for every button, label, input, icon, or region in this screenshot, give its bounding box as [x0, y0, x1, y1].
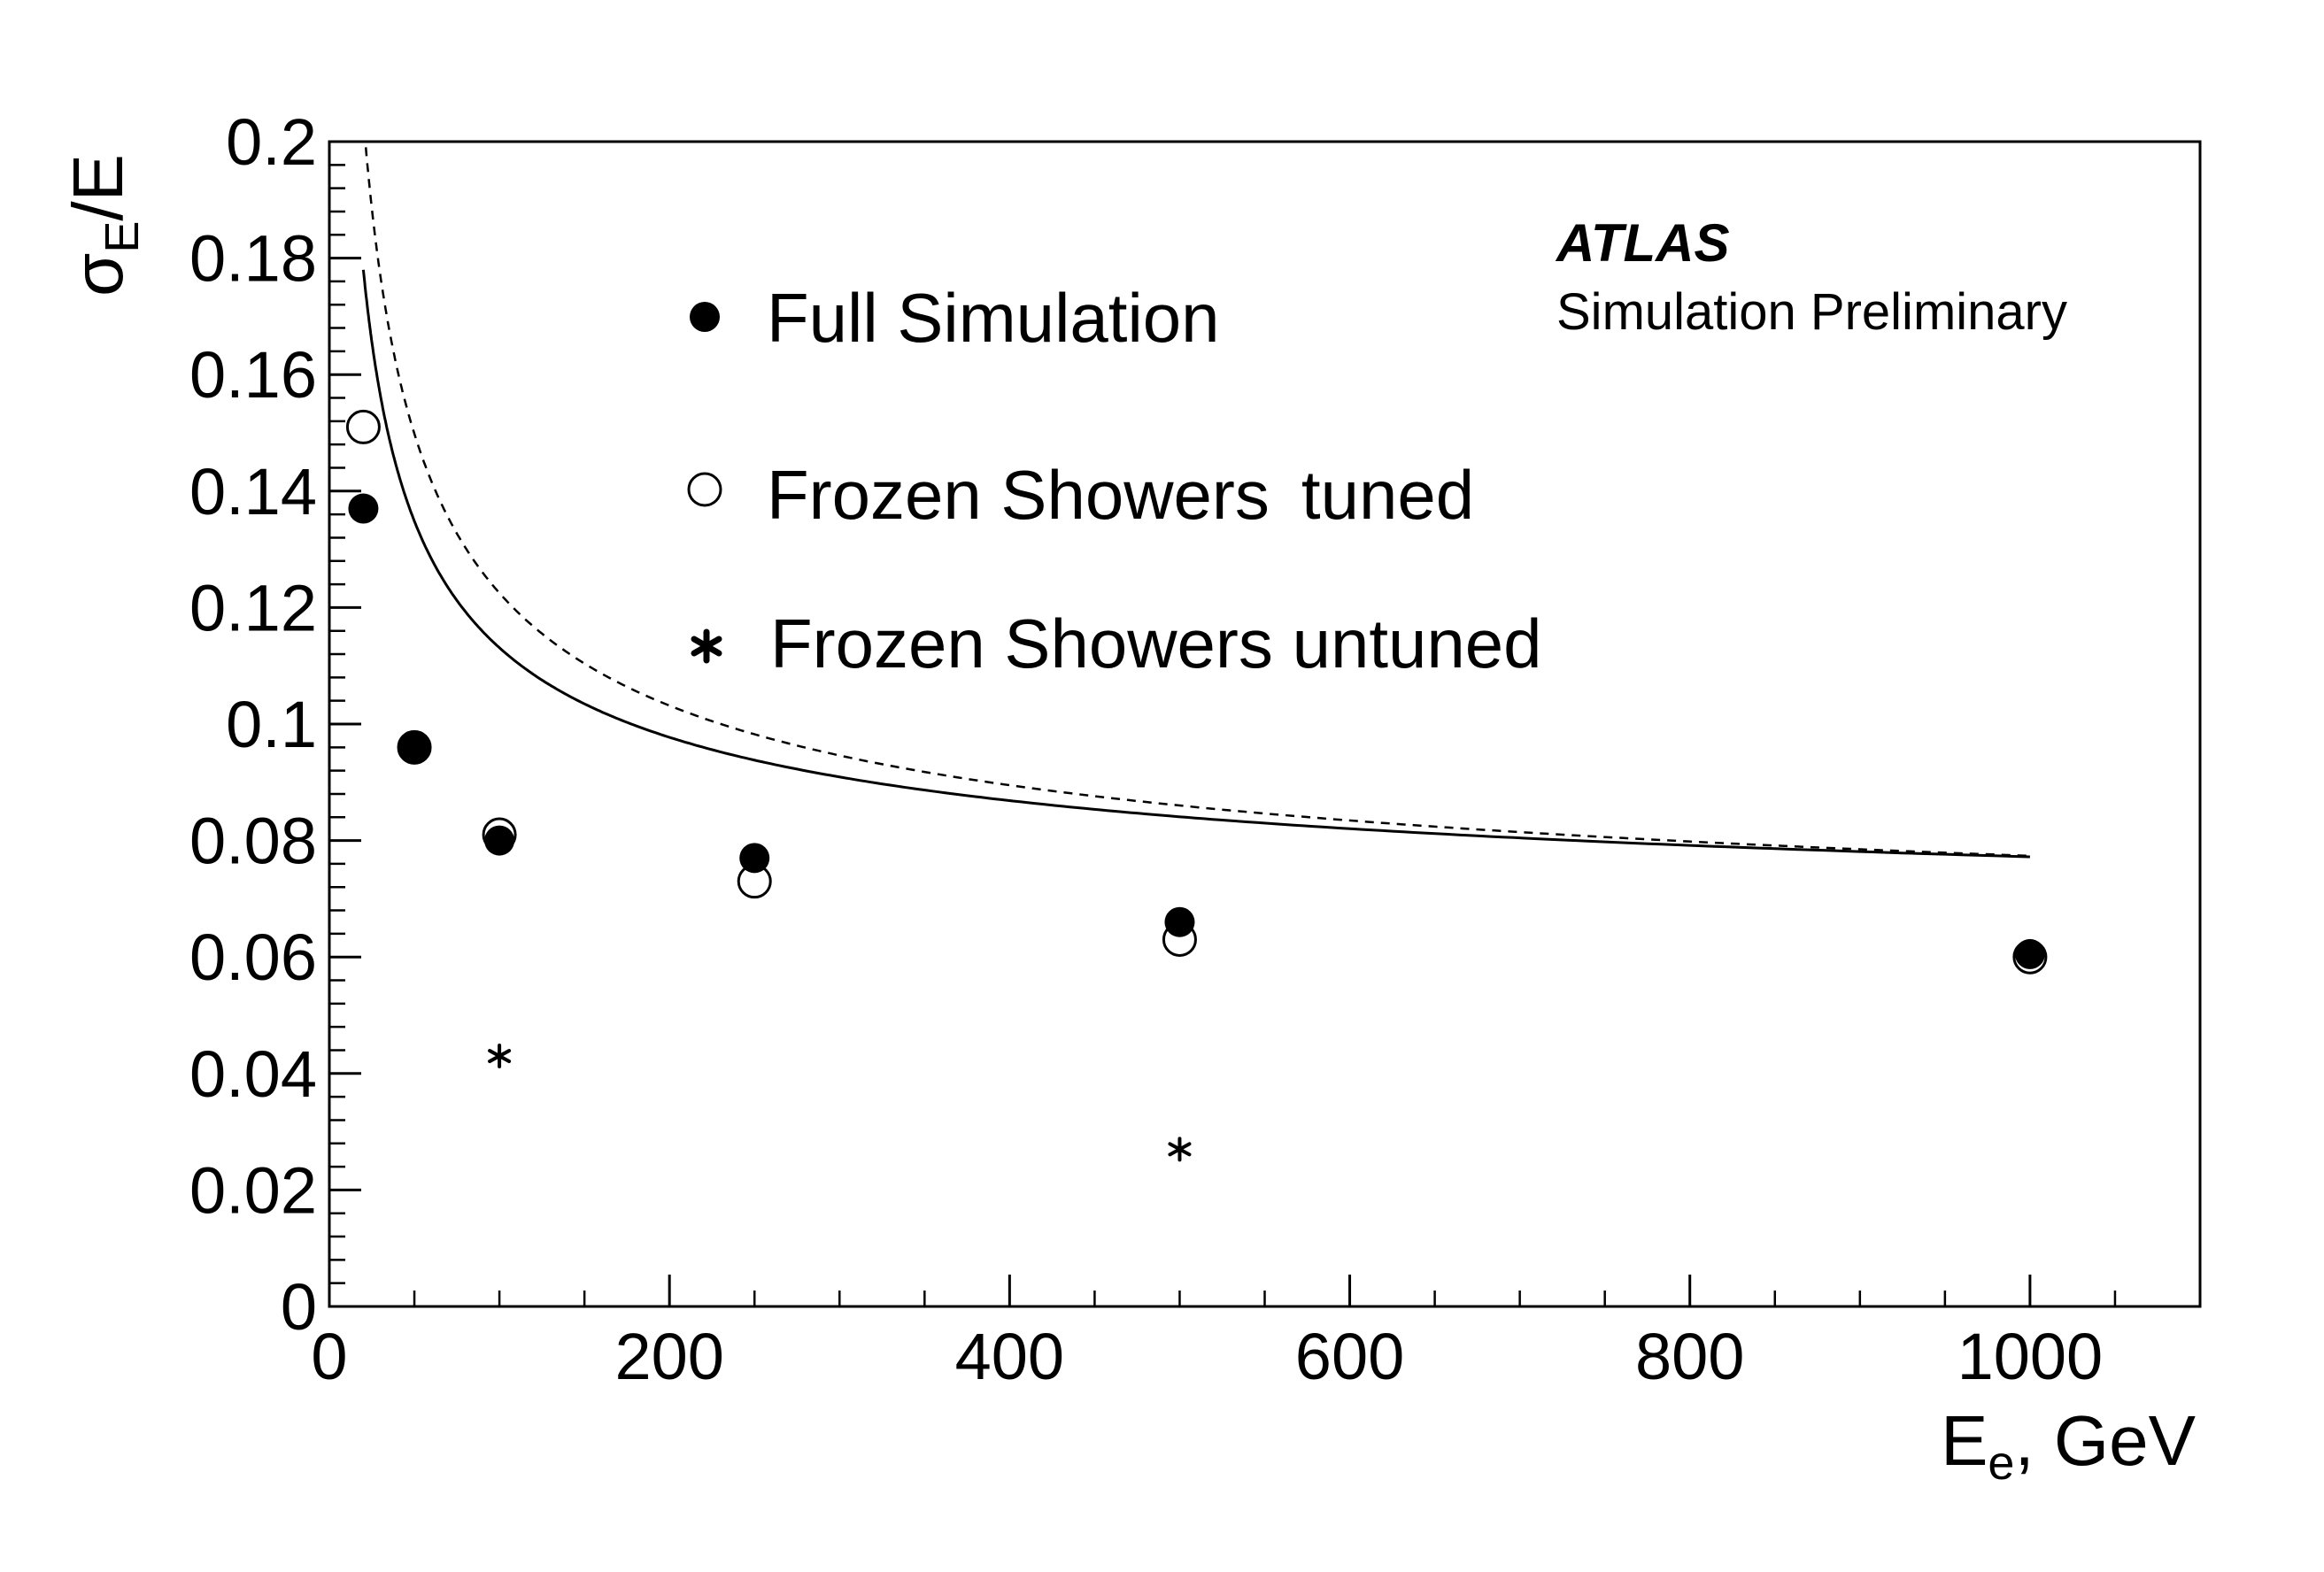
y-tick-label: 0.06: [189, 921, 317, 994]
fit-curve-frozen-tuned: [354, 140, 2030, 858]
x-tick-label: 200: [614, 1320, 723, 1393]
fit-curves: [354, 140, 2030, 859]
point-frozen-untuned: [1168, 1137, 1192, 1162]
y-axis-title-main: σ: [58, 253, 137, 297]
legend: Full Simulation Frozen Showers tuned Froz…: [687, 279, 1542, 682]
point-full-simulation: [1164, 906, 1195, 937]
y-tick-label: 0.02: [189, 1153, 317, 1227]
atlas-label: ATLAS: [1555, 213, 1730, 273]
y-tick-label: 0.08: [189, 805, 317, 878]
y-tick-label: 0.2: [226, 105, 317, 179]
point-full-simulation: [484, 825, 515, 856]
x-tick-label: 600: [1295, 1320, 1404, 1393]
asterisk-stroke: [1168, 1142, 1192, 1157]
legend-label-full-simulation: Full Simulation: [767, 279, 1220, 357]
simulation-preliminary-label: Simulation Preliminary: [1556, 283, 2067, 341]
x-axis-title-main: E: [1941, 1401, 1988, 1480]
y-axis-title-sub: E: [96, 221, 149, 253]
x-tick-label: 400: [955, 1320, 1064, 1393]
point-full-simulation: [739, 843, 770, 874]
x-tick-label: 1000: [1957, 1320, 2104, 1393]
point-frozen-untuned: [488, 1044, 512, 1069]
legend-marker-frozen-untuned: [691, 628, 722, 664]
x-tick-label: 800: [1635, 1320, 1744, 1393]
y-tick-label: 0.04: [189, 1037, 317, 1111]
legend-label-frozen-tuned: Frozen Showers tuned: [767, 456, 1474, 534]
axes: 0 0.02 0.04 0.06 0.08 0.1 0.12 0.14 0.16 0.18 0.2 0…: [189, 105, 2202, 1393]
x-axis-title-suffix: , GeV: [2014, 1401, 2196, 1480]
point-full-simulation: [2014, 938, 2045, 969]
y-tick-label: 0.16: [189, 338, 317, 412]
y-tick-label: 0.12: [189, 571, 317, 644]
point-full-simulation: [348, 493, 379, 524]
point-frozen-tuned: [345, 409, 381, 444]
svg-text:σE/E: σE/E: [58, 154, 149, 297]
y-tick-label: 0.14: [189, 455, 317, 528]
y-tick-label: 0.18: [189, 222, 317, 296]
y-axis-title-suffix: /E: [58, 154, 137, 221]
legend-marker-full-simulation: [690, 302, 720, 332]
x-axis-title-sub: e: [1988, 1437, 2014, 1490]
legend-marker-frozen-tuned: [687, 472, 722, 507]
data-markers: [345, 409, 2048, 1162]
legend-label-frozen-untuned: Frozen Showers untuned: [770, 605, 1542, 682]
y-tick-label: 0: [281, 1270, 317, 1344]
asterisk-stroke: [488, 1049, 512, 1064]
fit-curve-full-simulation: [361, 269, 2030, 859]
x-axis-title: Ee, GeV: [1941, 1401, 2197, 1490]
y-tick-label: 0.1: [226, 688, 317, 761]
y-axis-title: σE/E: [58, 154, 149, 297]
x-tick-label: 0: [311, 1320, 347, 1393]
point-full-simulation: [399, 732, 430, 763]
